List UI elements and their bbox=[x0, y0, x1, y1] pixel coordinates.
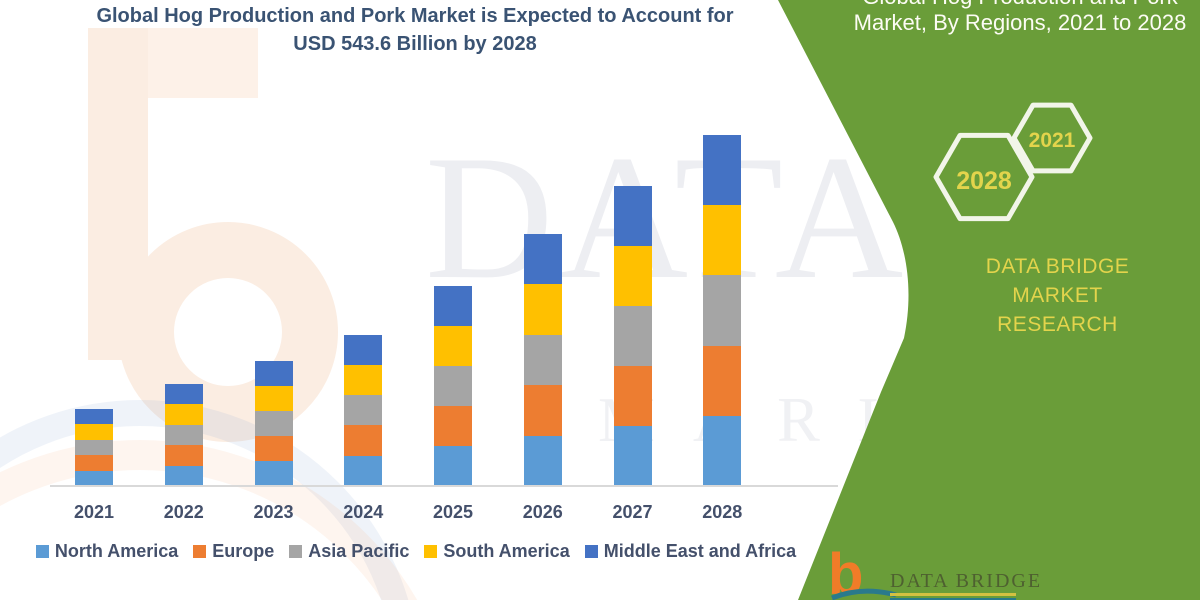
bar-2025-segment-europe bbox=[434, 406, 472, 446]
bar-2026-segment-south-america bbox=[523, 284, 562, 335]
legend-item-north-america: North America bbox=[35, 541, 179, 562]
bar-2027-segment-middle-east-and-africa bbox=[613, 185, 652, 246]
x-axis-line bbox=[50, 485, 838, 487]
x-axis-label-2024: 2024 bbox=[343, 502, 384, 522]
bar-2027-segment-asia-pacific bbox=[613, 305, 652, 366]
legend-label-south-america: South America bbox=[443, 541, 570, 561]
bar-2021-segment-south-america bbox=[75, 424, 113, 440]
footer-logo-text: DATA BRIDGE bbox=[890, 570, 1043, 592]
bar-2025-segment-north-america bbox=[434, 446, 472, 486]
bar-2021-segment-europe bbox=[75, 455, 113, 471]
bar-2024 bbox=[344, 334, 383, 486]
bar-2021-segment-asia-pacific bbox=[75, 439, 113, 456]
bar-2025-segment-middle-east-and-africa bbox=[434, 286, 472, 326]
x-axis-label-2023: 2023 bbox=[253, 502, 294, 522]
legend-item-middle-east-and-africa: Middle East and Africa bbox=[584, 541, 797, 562]
legend-label-north-america: North America bbox=[54, 541, 179, 561]
hexagon-2021-label: 2021 bbox=[1028, 129, 1076, 152]
bar-2026 bbox=[523, 234, 562, 486]
x-axis-label-2025: 2025 bbox=[432, 502, 474, 522]
green-panel bbox=[778, 0, 1200, 600]
legend-item-south-america: South America bbox=[424, 541, 570, 562]
bar-2027-segment-south-america bbox=[613, 245, 652, 306]
bar-2023-segment-north-america bbox=[254, 461, 293, 486]
footer-logo: b DATA BRIDGE bbox=[820, 544, 1040, 600]
side-panel-heading-line-2: Market, By Regions, 2021 to 2028 bbox=[853, 10, 1187, 35]
x-axis-label-2026: 2026 bbox=[522, 502, 563, 522]
legend: North America Europe Asia Pacific South Ame… bbox=[0, 541, 832, 562]
bar-2028 bbox=[703, 135, 742, 486]
bar-2026-segment-europe bbox=[523, 385, 562, 436]
bar-2028-segment-north-america bbox=[703, 415, 742, 486]
x-axis-label-2022: 2022 bbox=[163, 502, 204, 522]
bar-2026-segment-asia-pacific bbox=[523, 334, 562, 386]
bar-2028-segment-asia-pacific bbox=[703, 275, 742, 346]
legend-swatch-europe bbox=[193, 545, 207, 558]
bar-2024-segment-asia-pacific bbox=[344, 395, 383, 426]
bar-2027 bbox=[613, 185, 652, 486]
legend-item-europe: Europe bbox=[193, 541, 274, 562]
bar-2028-segment-middle-east-and-africa bbox=[703, 135, 742, 206]
bar-2024-segment-europe bbox=[344, 425, 383, 456]
bar-2021 bbox=[75, 409, 113, 486]
side-panel-heading: Global Hog Production and Pork Market, B… bbox=[850, 0, 1190, 36]
footer-logo-subline bbox=[890, 598, 1016, 600]
hexagon-2021-icon bbox=[1011, 102, 1093, 174]
bar-2021-segment-north-america bbox=[75, 470, 113, 486]
plot-area bbox=[75, 135, 742, 486]
chart-title-line-2: USD 543.6 Billion by 2028 bbox=[293, 33, 537, 55]
bar-2025-segment-asia-pacific bbox=[434, 366, 472, 406]
legend-swatch-middle-east-and-africa bbox=[584, 545, 598, 558]
footer-logo-underline bbox=[890, 593, 1016, 596]
x-axis-label-2028: 2028 bbox=[702, 502, 743, 522]
bar-2028-segment-south-america bbox=[703, 205, 742, 276]
bar-2025 bbox=[434, 286, 472, 486]
hexagon-2028-icon bbox=[933, 132, 1035, 222]
side-panel-heading-line-1: Global Hog Production and Pork bbox=[850, 0, 1190, 10]
brand-wordmark-line-2: RESEARCH bbox=[997, 313, 1118, 336]
bar-2026-segment-middle-east-and-africa bbox=[523, 234, 562, 285]
bar-2027-segment-europe bbox=[613, 365, 652, 426]
bar-2022-segment-north-america bbox=[164, 465, 203, 486]
hexagon-2028-label: 2028 bbox=[956, 167, 1012, 195]
legend-swatch-south-america bbox=[424, 545, 438, 558]
x-axis-label-2021: 2021 bbox=[73, 502, 115, 522]
bar-2024-segment-middle-east-and-africa bbox=[344, 334, 383, 365]
chart-title-line-1: Global Hog Production and Pork Market is… bbox=[96, 5, 734, 27]
legend-label-europe: Europe bbox=[212, 541, 275, 561]
bar-2022-segment-europe bbox=[164, 445, 203, 466]
legend-swatch-asia-pacific bbox=[289, 545, 303, 558]
x-axis-label-2027: 2027 bbox=[612, 502, 653, 522]
bar-2025-segment-south-america bbox=[434, 326, 472, 366]
bar-2028-segment-europe bbox=[703, 345, 742, 416]
chart-title: Global Hog Production and Pork Market is… bbox=[30, 2, 800, 58]
brand-wordmark: DATA BRIDGE MARKET RESEARCH bbox=[940, 252, 1175, 339]
brand-wordmark-line-1: DATA BRIDGE MARKET bbox=[985, 255, 1130, 307]
bar-2021-segment-middle-east-and-africa bbox=[75, 409, 113, 425]
footer-logo-swoosh-icon bbox=[831, 588, 897, 600]
legend-label-asia-pacific: Asia Pacific bbox=[308, 541, 410, 561]
bar-2024-segment-north-america bbox=[344, 455, 383, 486]
legend-swatch-north-america bbox=[35, 545, 49, 558]
bar-2026-segment-north-america bbox=[523, 435, 562, 486]
bar-2024-segment-south-america bbox=[344, 364, 383, 396]
legend-label-middle-east-and-africa: Middle East and Africa bbox=[603, 541, 797, 561]
bar-2027-segment-north-america bbox=[613, 425, 652, 486]
legend-item-asia-pacific: Asia Pacific bbox=[289, 541, 409, 562]
